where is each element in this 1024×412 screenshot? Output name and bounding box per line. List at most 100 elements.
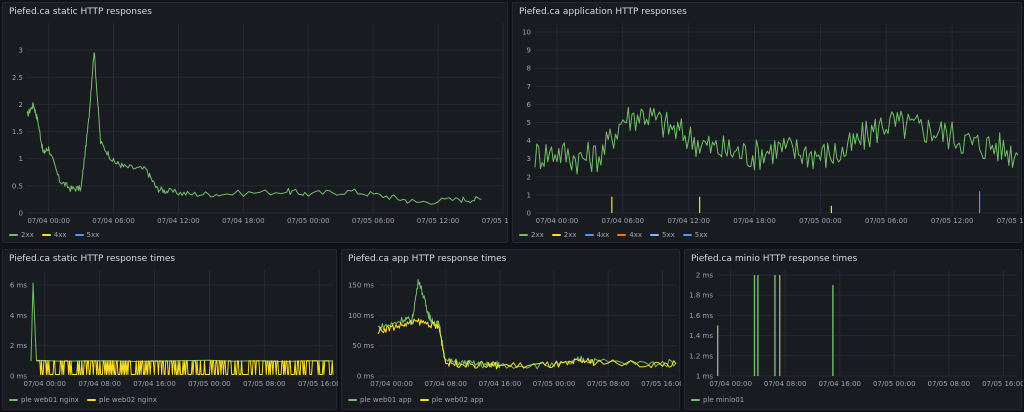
- x-tick-label: 07/05 16:00: [298, 380, 338, 388]
- x-tick-label: 07/04 06:00: [602, 217, 645, 225]
- legend: ple web01 app ple web02 app: [348, 396, 483, 404]
- x-tick-label: 07/04 06:00: [92, 217, 135, 225]
- panel-title[interactable]: Piefed.ca app HTTP response times: [348, 254, 507, 264]
- x-tick-label: 07/05 18:00: [997, 217, 1023, 225]
- y-tick-label: 1.2 ms: [689, 352, 713, 360]
- legend-swatch: [86, 399, 96, 401]
- legend-item[interactable]: 5xx: [650, 231, 675, 239]
- x-tick-label: 07/04 12:00: [157, 217, 200, 225]
- x-tick-label: 07/04 16:00: [818, 380, 861, 388]
- legend-item[interactable]: ple web02 app: [419, 396, 483, 404]
- legend-item[interactable]: ple web01 nginx: [9, 396, 79, 404]
- legend: 2xx 2xx 4xx 4xx 5xx 5xx: [519, 231, 708, 239]
- x-tick-label: 07/05 06:00: [865, 217, 908, 225]
- legend-swatch: [9, 399, 18, 401]
- legend-swatch: [41, 234, 51, 236]
- x-tick-label: 07/04 00:00: [27, 217, 70, 225]
- legend-item[interactable]: 5xx: [682, 231, 708, 239]
- y-tick-label: 0 ms: [10, 373, 27, 381]
- y-tick-label: 1.4 ms: [689, 332, 713, 340]
- legend-swatch: [617, 234, 627, 236]
- x-tick-label: 07/05 06:00: [352, 217, 395, 225]
- legend-item[interactable]: 2xx: [9, 231, 34, 239]
- y-tick-label: 4: [527, 137, 532, 145]
- y-tick-label: 1: [527, 191, 531, 199]
- x-tick-label: 07/04 00:00: [709, 380, 752, 388]
- legend-item[interactable]: 5xx: [74, 231, 99, 239]
- y-tick-label: 2 ms: [10, 342, 27, 350]
- x-tick-label: 07/05 00:00: [287, 217, 330, 225]
- x-tick-label: 07/05 00:00: [533, 380, 576, 388]
- series-line-ple-web02-nginx: [36, 360, 334, 375]
- legend-swatch: [691, 399, 700, 401]
- legend-item[interactable]: 4xx: [617, 231, 642, 239]
- y-tick-label: 2: [19, 101, 23, 109]
- series-line-ple-web02-app: [377, 318, 677, 370]
- y-tick-label: 10: [522, 29, 531, 37]
- x-tick-label: 07/04 00:00: [536, 217, 579, 225]
- y-tick-label: 150 ms: [348, 282, 374, 290]
- chart-minio-response-times: 1 ms 1.2 ms 1.4 ms 1.6 ms 1.8 ms 2 ms 07/04 00…: [689, 270, 1023, 388]
- x-tick-label: 07/04 00:00: [370, 380, 413, 388]
- x-tick-label: 07/05 08:00: [928, 380, 971, 388]
- legend-swatch: [519, 234, 528, 236]
- legend-swatch: [419, 399, 429, 401]
- x-tick-label: 07/05 00:00: [188, 380, 231, 388]
- y-tick-label: 6 ms: [10, 282, 27, 290]
- legend-swatch: [9, 234, 18, 236]
- y-tick-label: 9: [527, 47, 531, 55]
- series-line-2xx: [534, 106, 1019, 175]
- legend-item[interactable]: ple web02 nginx: [86, 396, 157, 404]
- x-tick-label: 07/04 08:00: [78, 380, 121, 388]
- series-line-2xx: [26, 52, 482, 205]
- x-tick-label: 07/05 08:00: [587, 380, 630, 388]
- legend-label: 2xx: [531, 231, 544, 239]
- y-tick-label: 1.8 ms: [689, 292, 713, 300]
- legend-swatch: [650, 234, 659, 236]
- legend-label: ple web02 nginx: [98, 396, 157, 404]
- legend-label: 5xx: [694, 231, 708, 239]
- x-tick-label: 07/05 08:00: [243, 380, 286, 388]
- chart-application-responses: 0 1 2 3 4 5 6 7 8 9 10 07/04 00:00 07/04 06:00 07/04 …: [522, 23, 1023, 225]
- legend-item[interactable]: ple web01 app: [348, 396, 412, 404]
- y-tick-label: 100 ms: [348, 312, 374, 320]
- legend-swatch: [682, 234, 692, 236]
- y-tick-label: 2: [527, 173, 531, 181]
- legend-item[interactable]: ple minio01: [691, 396, 744, 404]
- legend-item[interactable]: 4xx: [41, 231, 67, 239]
- panel-title[interactable]: Piefed.ca application HTTP responses: [519, 7, 687, 17]
- legend-item[interactable]: 2xx: [551, 231, 577, 239]
- y-tick-label: 8: [527, 65, 531, 73]
- chart-app-response-times: 0 ms 50 ms 100 ms 150 ms 07/04 00:00 07/04 08…: [348, 270, 681, 388]
- legend-label: 4xx: [596, 231, 610, 239]
- y-tick-label: 4 ms: [10, 312, 27, 320]
- y-tick-label: 1.6 ms: [689, 312, 713, 320]
- y-tick-label: 1: [19, 155, 23, 163]
- panel-title[interactable]: Piefed.ca static HTTP response times: [9, 254, 176, 264]
- legend-label: 4xx: [53, 231, 67, 239]
- legend-item[interactable]: 2xx: [519, 231, 544, 239]
- x-tick-label: 07/05 00:00: [799, 217, 842, 225]
- legend: ple web01 nginx ple web02 nginx: [9, 396, 157, 404]
- chart-static-responses: 0 0.5 1 1.5 2 2.5 3 07/04 00:00 07/04 06:00 07/04…: [12, 23, 509, 225]
- legend: 2xx 4xx 5xx: [9, 231, 99, 239]
- legend-label: 5xx: [662, 231, 675, 239]
- panel-title[interactable]: Piefed.ca static HTTP responses: [9, 7, 152, 17]
- y-tick-label: 1.5: [12, 128, 23, 136]
- x-tick-label: 07/04 16:00: [479, 380, 522, 388]
- x-tick-label: 07/05 16:00: [982, 380, 1023, 388]
- legend-label: ple web01 nginx: [21, 396, 79, 404]
- legend-item[interactable]: 4xx: [584, 231, 610, 239]
- chart-static-response-times: 0 ms 2 ms 4 ms 6 ms 07/04 00:00 07/04 08:00 07…: [10, 270, 338, 388]
- x-tick-label: 07/04 18:00: [222, 217, 265, 225]
- panel-title[interactable]: Piefed.ca minio HTTP response times: [691, 254, 858, 264]
- x-tick-label: 07/05 16:00: [641, 380, 681, 388]
- legend-swatch: [584, 234, 594, 236]
- y-tick-label: 3: [19, 47, 23, 55]
- y-tick-label: 5: [527, 119, 531, 127]
- legend-label: ple minio01: [703, 396, 745, 404]
- x-tick-label: 07/05 12:00: [417, 217, 460, 225]
- x-tick-label: 07/04 18:00: [733, 217, 776, 225]
- y-tick-label: 0: [527, 210, 531, 218]
- x-tick-label: 07/04 16:00: [133, 380, 176, 388]
